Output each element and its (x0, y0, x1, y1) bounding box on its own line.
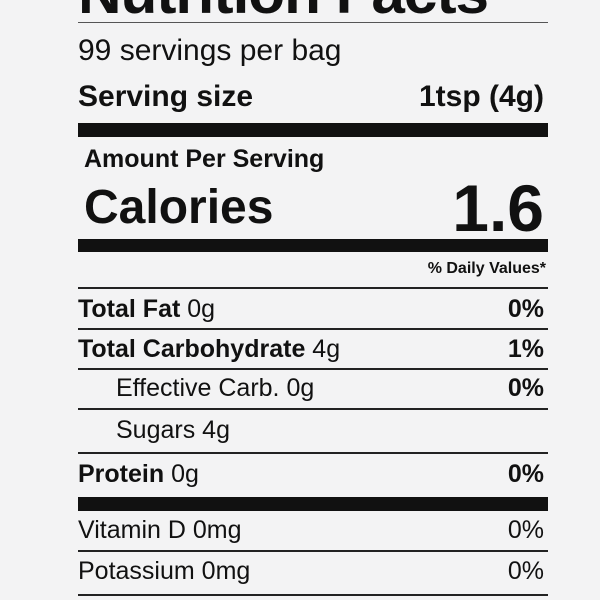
nutrient-amount: 4g (202, 416, 230, 444)
divider (78, 328, 548, 330)
nutrient-pct: 0% (507, 295, 544, 323)
divider (78, 287, 548, 289)
thick-divider (78, 497, 548, 511)
nutrient-amount: 0g (286, 374, 315, 402)
servings-per-container: 99 servings per bag (78, 34, 342, 67)
divider (78, 22, 548, 23)
divider (78, 368, 548, 370)
thick-divider (78, 123, 548, 137)
divider (78, 594, 548, 596)
serving-size-label: Serving size (78, 80, 254, 113)
thick-divider (78, 239, 548, 252)
nutrient-row-protein: Protein 0g (78, 460, 199, 489)
vitamin-row-vitamin-d: Vitamin D 0mg (78, 516, 242, 545)
nutrient-pct: 0% (507, 374, 544, 402)
nutrient-amount: 0g (171, 460, 199, 488)
nutrient-row-total-carbohydrate: Total Carbohydrate 4g (78, 335, 340, 364)
vitamin-amount: 0mg (201, 557, 251, 585)
divider (78, 408, 548, 410)
calories-label: Calories (84, 181, 274, 234)
nutrient-pct: 1% (507, 335, 544, 363)
nutrient-amount: 4g (312, 335, 341, 363)
nutrient-pct: 0% (507, 460, 544, 488)
vitamin-name: Vitamin D (78, 516, 186, 544)
nutrient-amount: 0g (187, 295, 216, 323)
nutrient-name: Sugars (116, 416, 196, 444)
vitamin-amount: 0mg (192, 516, 242, 544)
vitamin-pct: 0% (507, 557, 544, 585)
vitamin-name: Potassium (78, 557, 195, 585)
vitamin-pct: 0% (507, 516, 544, 544)
calories-value: 1.6 (452, 171, 544, 245)
vitamin-row-potassium: Potassium 0mg (78, 557, 250, 586)
daily-values-header: % Daily Values* (427, 260, 546, 277)
nutrient-name: Effective Carb. (116, 374, 280, 402)
divider (78, 452, 548, 454)
nutrient-name: Total Carbohydrate (78, 335, 306, 363)
nutrient-row-sugars: Sugars 4g (116, 416, 230, 445)
label-title: Nutrition Facts (78, 0, 489, 24)
nutrient-row-effective-carb: Effective Carb. 0g (116, 374, 314, 403)
nutrient-name: Total Fat (78, 295, 181, 323)
nutrient-row-total-fat: Total Fat 0g (78, 295, 215, 324)
amount-per-serving: Amount Per Serving (84, 145, 325, 173)
nutrient-name: Protein (78, 460, 165, 488)
divider (78, 550, 548, 552)
nutrition-facts-label: Nutrition Facts 99 servings per bag Serv… (78, 0, 548, 600)
serving-size-value: 1tsp (4g) (418, 80, 544, 113)
